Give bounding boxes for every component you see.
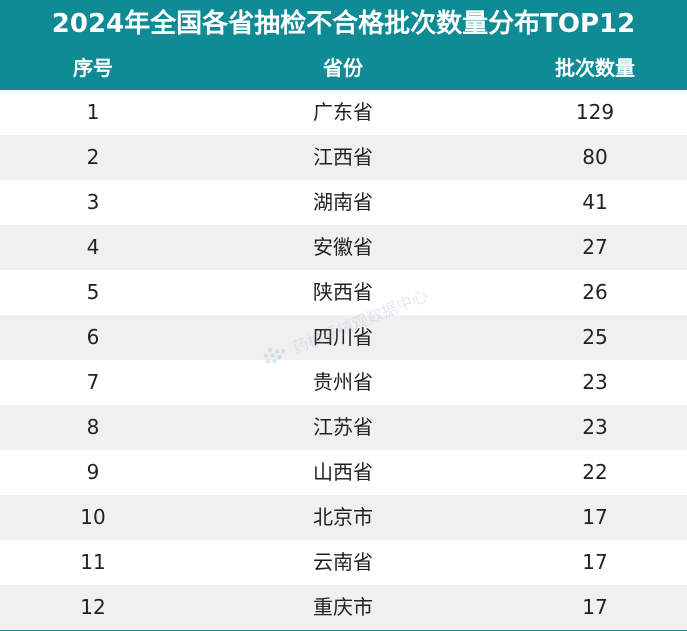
- count-cell: 80: [582, 145, 608, 169]
- table-row: 6 四川省 25: [0, 315, 687, 360]
- rank-cell: 9: [86, 460, 100, 484]
- count-cell: 23: [582, 415, 608, 439]
- province-cell: 湖南省: [313, 190, 373, 214]
- rank-cell: 11: [80, 550, 106, 574]
- table-row: 11 云南省 17: [0, 540, 687, 585]
- count-cell: 25: [582, 325, 608, 349]
- count-cell: 22: [582, 460, 608, 484]
- table-row: 4 安徽省 27: [0, 225, 687, 270]
- table-row: 12 重庆市 17: [0, 585, 687, 630]
- column-header-count: 批次数量: [555, 56, 635, 80]
- count-cell: 26: [582, 280, 608, 304]
- table-row: 10 北京市 17: [0, 495, 687, 540]
- table-header: 序号 省份 批次数量: [0, 47, 687, 90]
- rank-cell: 3: [86, 190, 100, 214]
- table-row: 1 广东省 129: [0, 90, 687, 135]
- table-row: 2 江西省 80: [0, 135, 687, 180]
- rank-cell: 12: [80, 595, 106, 619]
- count-cell: 129: [575, 100, 615, 124]
- province-cell: 江苏省: [313, 415, 373, 439]
- count-cell: 27: [582, 235, 608, 259]
- table-row: 8 江苏省 23: [0, 405, 687, 450]
- count-cell: 17: [582, 505, 608, 529]
- table-row: 3 湖南省 41: [0, 180, 687, 225]
- rank-cell: 7: [86, 370, 100, 394]
- province-cell: 安徽省: [313, 235, 373, 259]
- rank-cell: 6: [86, 325, 100, 349]
- province-cell: 广东省: [313, 100, 373, 124]
- province-cell: 北京市: [313, 505, 373, 529]
- count-cell: 41: [582, 190, 608, 214]
- rank-cell: 5: [86, 280, 100, 304]
- count-cell: 23: [582, 370, 608, 394]
- rank-cell: 4: [86, 235, 100, 259]
- province-cell: 云南省: [313, 550, 373, 574]
- table-row: 9 山西省 22: [0, 450, 687, 495]
- rank-cell: 10: [80, 505, 106, 529]
- province-cell: 陕西省: [313, 280, 373, 304]
- rank-cell: 8: [86, 415, 100, 439]
- rank-cell: 2: [86, 145, 100, 169]
- column-header-rank: 序号: [73, 56, 113, 80]
- province-cell: 重庆市: [313, 595, 373, 619]
- table-row: 7 贵州省 23: [0, 360, 687, 405]
- column-header-province: 省份: [323, 56, 363, 80]
- table-body: 1 广东省 129 2 江西省 80 3 湖南省 41 4 安徽省 27 5 陕西省 26 6 四川省 25 7 贵州…: [0, 90, 687, 630]
- province-cell: 山西省: [313, 460, 373, 484]
- table-row: 5 陕西省 26: [0, 270, 687, 315]
- province-cell: 贵州省: [313, 370, 373, 394]
- count-cell: 17: [582, 595, 608, 619]
- count-cell: 17: [582, 550, 608, 574]
- rank-cell: 1: [86, 100, 100, 124]
- province-cell: 江西省: [313, 145, 373, 169]
- province-cell: 四川省: [313, 325, 373, 349]
- table-title: 2024年全国各省抽检不合格批次数量分布TOP12: [0, 0, 687, 47]
